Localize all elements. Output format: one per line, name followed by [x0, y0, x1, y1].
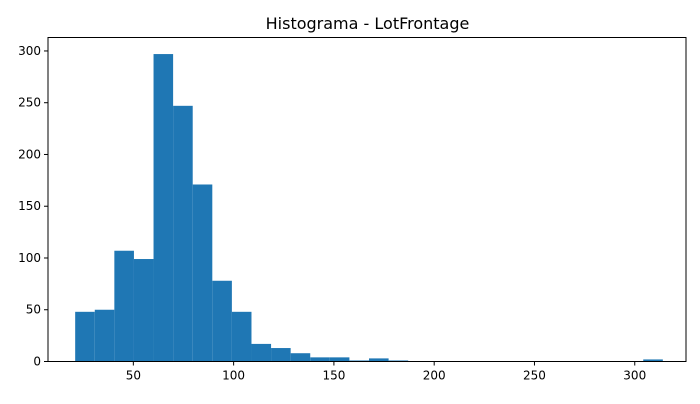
histogram-bar: [75, 311, 95, 362]
histogram-bar: [271, 348, 291, 362]
histogram-bar: [290, 353, 311, 362]
histogram-bar: [251, 343, 272, 362]
histogram-bar: [133, 259, 154, 362]
histogram-bar: [349, 360, 370, 362]
y-tick-label: 100: [18, 251, 41, 265]
y-tick-label: 200: [18, 147, 41, 161]
y-axis: 0 50 100 150 200 250 300: [18, 44, 48, 369]
histogram-bar: [173, 105, 193, 362]
histogram-bar: [192, 184, 213, 362]
x-tick-label: 50: [126, 369, 141, 383]
histogram-bar: [329, 357, 350, 362]
histogram-bar: [212, 280, 232, 362]
y-tick-label: 50: [26, 303, 41, 317]
x-tick-label: 100: [222, 369, 245, 383]
y-tick-label: 300: [18, 44, 41, 58]
x-tick-label: 150: [322, 369, 345, 383]
histogram-bar: [643, 359, 663, 362]
histogram-bar: [114, 250, 134, 362]
bars-group: [75, 54, 663, 362]
histogram-bar: [369, 358, 389, 362]
histogram-bar: [153, 54, 174, 362]
histogram-bar: [388, 360, 409, 362]
x-tick-label: 200: [423, 369, 446, 383]
y-tick-label: 0: [33, 355, 41, 369]
x-tick-label: 250: [523, 369, 546, 383]
y-tick-label: 150: [18, 199, 41, 213]
chart-title: Histograma - LotFrontage: [266, 14, 470, 33]
x-axis: 50 100 150 200 250 300: [126, 361, 646, 383]
histogram-bar: [310, 357, 330, 362]
plot-frame: [47, 37, 687, 362]
histogram-bar: [231, 311, 252, 362]
x-tick-label: 300: [623, 369, 646, 383]
y-tick-label: 250: [18, 96, 41, 110]
histogram-bar: [94, 309, 115, 362]
